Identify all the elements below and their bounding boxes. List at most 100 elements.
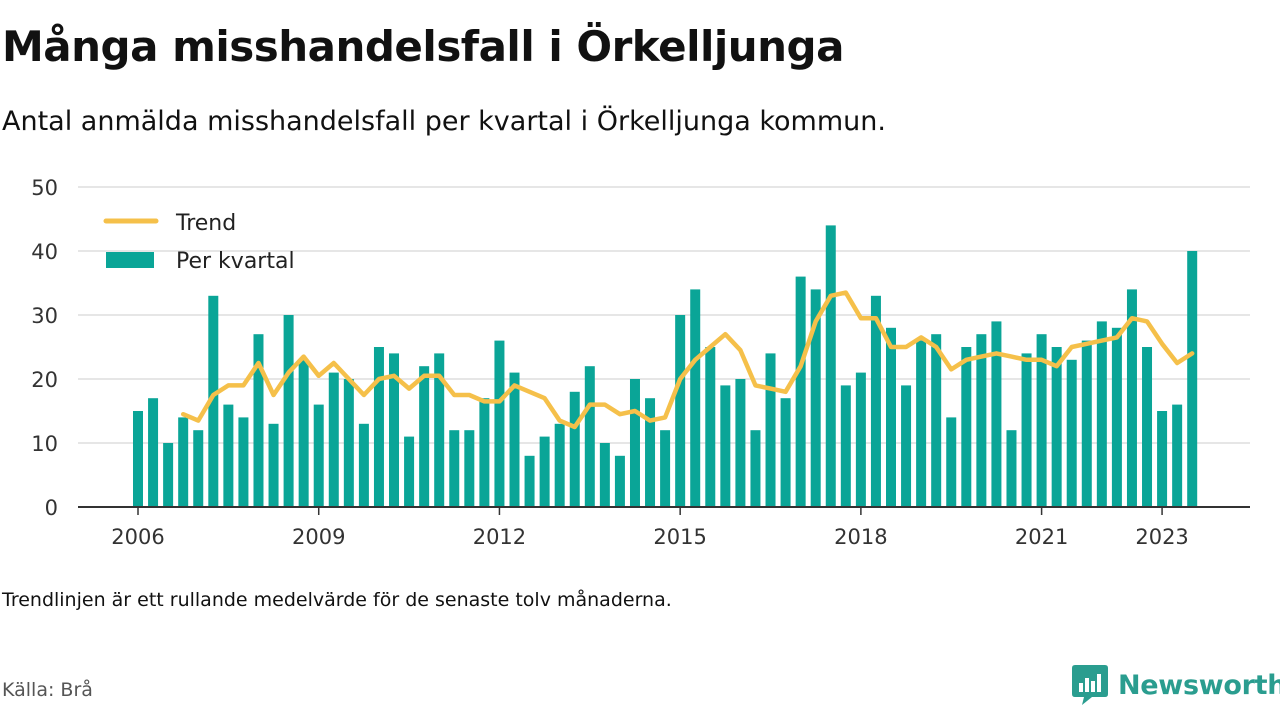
bar bbox=[479, 398, 490, 507]
legend-bar-label: Per kvartal bbox=[176, 249, 295, 274]
x-tick-label: 2009 bbox=[292, 525, 345, 549]
bar bbox=[599, 443, 610, 507]
bar bbox=[705, 347, 716, 507]
bar bbox=[645, 398, 656, 507]
bar bbox=[1157, 411, 1168, 507]
chart-subtitle: Antal anmälda misshandelsfall per kvarta… bbox=[2, 106, 886, 137]
bar bbox=[810, 289, 821, 507]
bar bbox=[765, 353, 776, 507]
bar bbox=[750, 430, 761, 507]
bar bbox=[449, 430, 460, 507]
bar bbox=[629, 379, 640, 507]
x-axis-ticks: 2006 2009 2012 2015 2018 2021 2023 bbox=[111, 507, 1189, 549]
y-tick-label: 20 bbox=[31, 368, 58, 392]
bar bbox=[584, 366, 595, 507]
legend-trend-label: Trend bbox=[175, 211, 236, 236]
bar bbox=[840, 385, 851, 507]
y-tick-label: 30 bbox=[31, 304, 58, 328]
bar bbox=[298, 359, 309, 507]
y-tick-label: 0 bbox=[45, 496, 58, 520]
bar bbox=[283, 315, 294, 507]
bar bbox=[931, 334, 942, 507]
bar bbox=[1126, 289, 1137, 507]
bar bbox=[825, 225, 836, 507]
bar bbox=[660, 430, 671, 507]
bar bbox=[1142, 347, 1153, 507]
bar bbox=[961, 347, 972, 507]
bar bbox=[389, 353, 400, 507]
bar bbox=[976, 334, 987, 507]
bar bbox=[901, 385, 912, 507]
bar bbox=[946, 417, 957, 507]
bar bbox=[163, 443, 174, 507]
bar bbox=[464, 430, 475, 507]
bar bbox=[268, 423, 279, 507]
x-tick-label: 2023 bbox=[1135, 525, 1188, 549]
bar bbox=[1006, 430, 1017, 507]
bar bbox=[1021, 353, 1032, 507]
bar bbox=[133, 411, 143, 507]
bar bbox=[253, 334, 264, 507]
bar bbox=[780, 398, 791, 507]
y-tick-label: 50 bbox=[31, 176, 58, 200]
bar bbox=[675, 315, 686, 507]
newsworthy-icon bbox=[1072, 665, 1108, 705]
bar bbox=[238, 417, 249, 507]
bar bbox=[735, 379, 746, 507]
bar bbox=[313, 404, 324, 507]
bar bbox=[208, 295, 219, 507]
x-tick-label: 2018 bbox=[834, 525, 887, 549]
bar bbox=[434, 353, 445, 507]
bar bbox=[419, 366, 430, 507]
bar bbox=[690, 289, 701, 507]
bar bbox=[855, 372, 866, 507]
x-tick-label: 2012 bbox=[473, 525, 526, 549]
chart-title: Många misshandelsfall i Örkelljunga bbox=[2, 22, 844, 71]
trend-line bbox=[180, 290, 1195, 430]
source-credit: Källa: Brå bbox=[2, 679, 93, 701]
bar bbox=[1081, 340, 1092, 507]
bar bbox=[886, 327, 896, 507]
newsworthy-logo[interactable]: Newsworthy bbox=[1072, 664, 1280, 706]
bar bbox=[343, 379, 354, 507]
legend-bar-swatch bbox=[106, 252, 154, 268]
bar bbox=[991, 321, 1002, 507]
bar bbox=[178, 417, 189, 507]
bar bbox=[916, 340, 927, 507]
x-tick-label: 2015 bbox=[653, 525, 706, 549]
bar bbox=[1036, 334, 1047, 507]
brand-name: Newsworthy bbox=[1118, 669, 1280, 701]
bar bbox=[223, 404, 234, 507]
bar bbox=[1051, 347, 1062, 507]
bar bbox=[1111, 327, 1122, 507]
bar bbox=[358, 423, 369, 507]
bar bbox=[494, 340, 505, 507]
bar bbox=[870, 295, 881, 507]
bar bbox=[328, 372, 339, 507]
bar bbox=[148, 398, 159, 507]
bar bbox=[539, 436, 550, 507]
bar bbox=[1096, 321, 1107, 507]
bar bbox=[720, 385, 731, 507]
bar bbox=[614, 455, 625, 507]
y-axis-ticks: 0 10 20 30 40 50 bbox=[31, 176, 58, 520]
bar-series-per-kvartal bbox=[133, 225, 1198, 507]
footnote: Trendlinjen är ett rullande medelvärde f… bbox=[2, 589, 672, 611]
bar bbox=[524, 455, 535, 507]
bar bbox=[404, 436, 415, 507]
bar bbox=[1187, 251, 1198, 507]
chart-legend: Trend Per kvartal bbox=[103, 211, 295, 274]
x-tick-label: 2021 bbox=[1015, 525, 1068, 549]
misshandel-chart: 0 10 20 30 40 50 2006 2009 2012 2015 2018 2021 2023… bbox=[31, 176, 1250, 549]
y-tick-label: 40 bbox=[31, 240, 58, 264]
bar bbox=[569, 391, 580, 507]
bar bbox=[1172, 404, 1183, 507]
x-tick-label: 2006 bbox=[111, 525, 164, 549]
bar bbox=[554, 423, 565, 507]
bar bbox=[795, 276, 806, 507]
bar bbox=[1066, 359, 1077, 507]
bar bbox=[193, 430, 204, 507]
bar bbox=[509, 372, 520, 507]
trend-series bbox=[180, 290, 1195, 430]
bar bbox=[373, 347, 384, 507]
